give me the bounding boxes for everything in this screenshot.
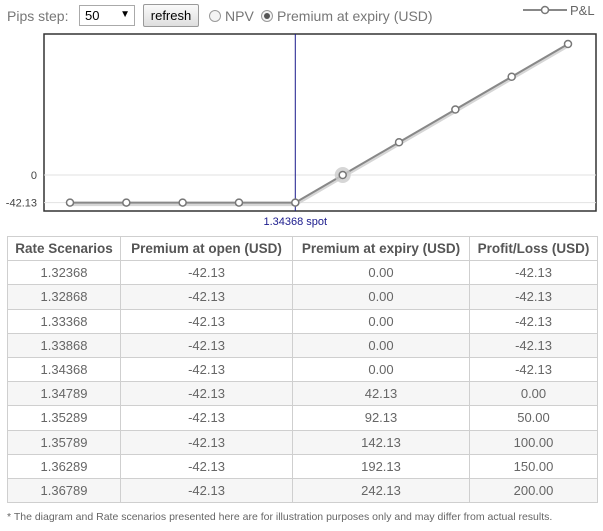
premium-open-cell: -42.13 [120, 477, 293, 504]
npv-radio-option[interactable]: NPV [209, 8, 254, 24]
plot-area [43, 33, 597, 212]
data-point [234, 198, 244, 207]
rate-cell: 1.34789 [7, 381, 121, 407]
rate-cell: 1.32868 [7, 284, 121, 310]
rate-cell: 1.36289 [7, 453, 121, 479]
premium-open-cell: -42.13 [120, 429, 293, 455]
npv-radio[interactable] [209, 10, 221, 22]
pips-step-select[interactable]: 50 ▼ [79, 5, 135, 26]
col-header-rate: Rate Scenarios [7, 235, 121, 262]
profit-loss-cell: 0.00 [469, 381, 598, 407]
premium-expiry-cell: 0.00 [292, 308, 470, 334]
premium-expiry-cell: 0.00 [292, 332, 470, 358]
legend-label: P&L [570, 3, 595, 18]
table-row: 1.36789 -42.13 242.13 200.00 [7, 477, 598, 504]
premium-open-cell: -42.13 [120, 284, 293, 310]
data-point [451, 105, 460, 114]
table-row: 1.32368 -42.13 0.00 -42.13 [7, 260, 598, 286]
rate-cell: 1.36789 [7, 477, 121, 504]
col-header-premium-open: Premium at open (USD) [120, 235, 293, 262]
legend-line-icon [523, 5, 567, 15]
premium-radio-option[interactable]: Premium at expiry (USD) [261, 8, 433, 24]
series-line [70, 43, 569, 204]
data-point [563, 39, 573, 49]
table-row: 1.35289 -42.13 92.13 50.00 [7, 405, 598, 431]
table-row: 1.35789 -42.13 142.13 100.00 [7, 429, 598, 455]
premium-expiry-cell: 42.13 [292, 381, 470, 407]
profit-loss-cell: 100.00 [469, 429, 598, 455]
data-point [394, 138, 404, 147]
profit-loss-cell: -42.13 [469, 284, 598, 310]
table-row: 1.34789 -42.13 42.13 0.00 [7, 381, 598, 407]
rate-cell: 1.34368 [7, 356, 121, 383]
profit-loss-cell: 200.00 [469, 477, 598, 504]
refresh-button[interactable]: refresh [143, 4, 199, 27]
premium-expiry-cell: 0.00 [292, 260, 470, 286]
rate-cell: 1.35289 [7, 405, 121, 431]
series-shadow [70, 44, 569, 207]
chevron-down-icon: ▼ [120, 9, 130, 20]
table-row: 1.33368 -42.13 0.00 -42.13 [7, 308, 598, 334]
profit-loss-cell: -42.13 [469, 308, 598, 334]
spot-label: 1.34368 spot [263, 216, 327, 228]
premium-expiry-cell: 242.13 [292, 477, 470, 504]
data-point [507, 72, 516, 81]
rate-cell: 1.35789 [7, 429, 121, 455]
rate-cell: 1.33868 [7, 332, 121, 358]
premium-open-cell: -42.13 [120, 260, 293, 286]
pips-step-label: Pips step: [7, 8, 69, 24]
npv-radio-label: NPV [225, 8, 254, 24]
premium-open-cell: -42.13 [120, 405, 293, 431]
data-point [291, 198, 300, 207]
premium-open-cell: -42.13 [120, 332, 293, 358]
table-header-row: Rate Scenarios Premium at open (USD) Pre… [7, 235, 598, 262]
premium-expiry-cell: 92.13 [292, 405, 470, 431]
profit-loss-cell: -42.13 [469, 260, 598, 286]
y-tick-label-min: -42.13 [6, 198, 37, 210]
pips-step-value: 50 [85, 8, 100, 23]
y-tick-label-zero: 0 [31, 170, 37, 182]
data-point [338, 170, 347, 180]
data-point [178, 198, 187, 207]
chart-legend: P&L [522, 3, 600, 19]
col-header-premium-expiry: Premium at expiry (USD) [292, 235, 470, 262]
table-row: 1.32868 -42.13 0.00 -42.13 [7, 284, 598, 310]
premium-expiry-cell: 192.13 [292, 453, 470, 479]
premium-open-cell: -42.13 [120, 381, 293, 407]
toolbar: Pips step: 50 ▼ refresh NPV Premium at e… [0, 0, 603, 32]
premium-expiry-cell: 0.00 [292, 284, 470, 310]
data-point [65, 198, 75, 207]
rate-cell: 1.33368 [7, 308, 121, 334]
profit-loss-cell: -42.13 [469, 332, 598, 358]
pl-chart: 0 -42.13 1.34368 spot [6, 33, 597, 228]
premium-radio[interactable] [261, 10, 273, 22]
scenario-table: Rate Scenarios Premium at open (USD) Pre… [7, 235, 598, 504]
premium-expiry-cell: 0.00 [292, 356, 470, 383]
data-point [122, 198, 131, 207]
table-row: 1.34368 -42.13 0.00 -42.13 [7, 356, 598, 383]
premium-open-cell: -42.13 [120, 308, 293, 334]
rate-cell: 1.32368 [7, 260, 121, 286]
profit-loss-cell: 150.00 [469, 453, 598, 479]
disclaimer-footnote: * The diagram and Rate scenarios present… [7, 511, 553, 523]
table-row: 1.33868 -42.13 0.00 -42.13 [7, 332, 598, 358]
profit-loss-cell: -42.13 [469, 356, 598, 383]
profit-loss-cell: 50.00 [469, 405, 598, 431]
table-row: 1.36289 -42.13 192.13 150.00 [7, 453, 598, 479]
premium-radio-label: Premium at expiry (USD) [277, 8, 433, 24]
premium-open-cell: -42.13 [120, 356, 293, 383]
premium-open-cell: -42.13 [120, 453, 293, 479]
premium-expiry-cell: 142.13 [292, 429, 470, 455]
col-header-profit-loss: Profit/Loss (USD) [469, 235, 598, 262]
